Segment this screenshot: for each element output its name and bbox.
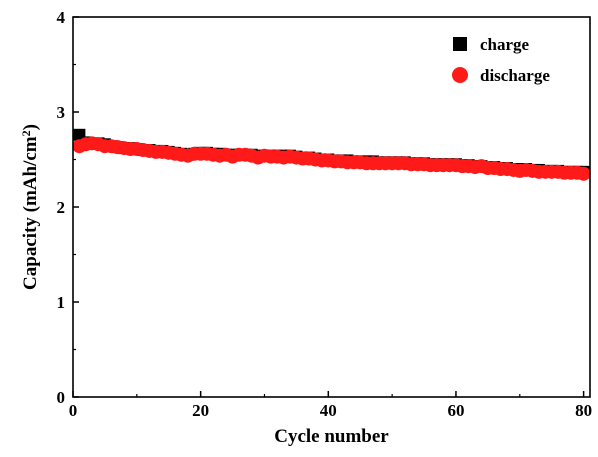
legend-charge-label: charge <box>480 35 530 54</box>
legend-charge-marker <box>453 37 467 51</box>
y-tick-label: 2 <box>57 198 66 217</box>
x-axis-title: Cycle number <box>274 426 389 447</box>
y-tick-label: 3 <box>57 103 66 122</box>
axis-ticks <box>72 16 585 398</box>
legend: charge discharge <box>452 35 550 85</box>
tick-labels: 0 20 40 60 80 0 1 2 3 4 <box>57 8 593 420</box>
x-tick-label: 80 <box>575 401 592 420</box>
x-tick-label: 60 <box>447 401 464 420</box>
x-tick-label: 0 <box>69 401 78 420</box>
discharge-point <box>576 166 591 181</box>
y-axis-title: Capacity (mAh/cm2) <box>19 124 41 290</box>
y-tick-label: 1 <box>57 293 66 312</box>
x-tick-label: 20 <box>192 401 209 420</box>
y-tick-label: 4 <box>57 8 66 27</box>
legend-discharge-marker <box>452 67 468 83</box>
x-tick-label: 40 <box>320 401 337 420</box>
plot-points <box>72 128 591 181</box>
legend-discharge-label: discharge <box>480 66 550 85</box>
discharge-series <box>72 136 591 181</box>
y-tick-label: 0 <box>57 388 66 407</box>
